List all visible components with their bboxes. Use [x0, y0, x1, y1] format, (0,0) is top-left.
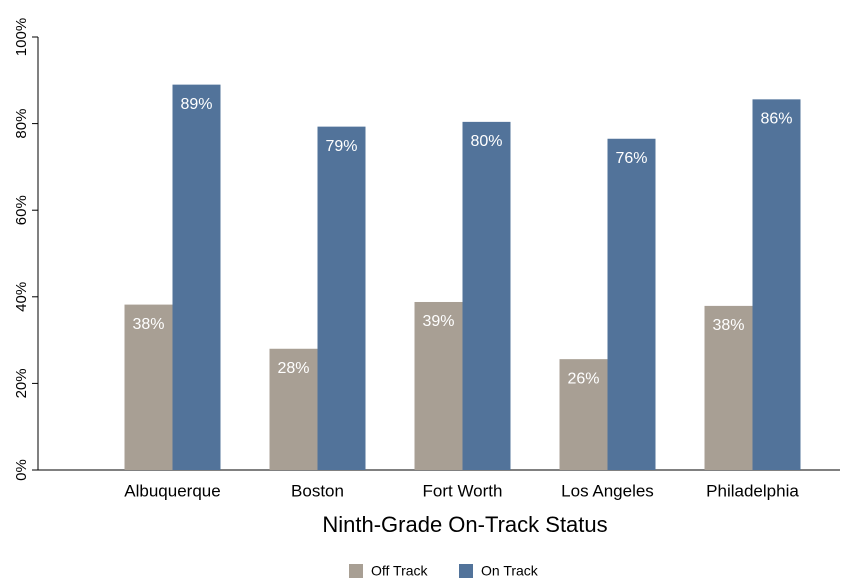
bar: [559, 359, 608, 470]
value-label: 76%: [615, 150, 647, 167]
bar: [172, 84, 221, 470]
y-tick-label: 0%: [13, 459, 30, 481]
bar: [607, 138, 656, 470]
y-tick-label: 80%: [13, 109, 30, 139]
x-tick-label: Philadelphia: [706, 481, 799, 500]
x-tick-label: Fort Worth: [423, 481, 503, 500]
y-tick-label: 60%: [13, 195, 30, 225]
legend-swatch: [459, 564, 473, 578]
value-label: 39%: [422, 313, 454, 330]
value-label: 79%: [325, 138, 357, 155]
x-tick-label: Albuquerque: [124, 481, 220, 500]
value-label: 28%: [277, 360, 309, 377]
y-tick-label: 100%: [13, 18, 30, 56]
bar: [752, 99, 801, 471]
y-tick-label: 20%: [13, 368, 30, 398]
value-label: 86%: [760, 111, 792, 128]
bar: [462, 121, 511, 471]
bar: [124, 304, 173, 470]
x-tick-label: Boston: [291, 481, 344, 500]
legend-label: Off Track: [371, 563, 429, 579]
value-label: 26%: [567, 370, 599, 387]
x-tick-label: Los Angeles: [561, 481, 654, 500]
legend-label: On Track: [481, 563, 539, 579]
bar: [269, 348, 318, 470]
bar: [704, 305, 753, 470]
legend-swatch: [349, 564, 363, 578]
value-label: 89%: [180, 96, 212, 113]
y-tick-label: 40%: [13, 282, 30, 312]
bar: [414, 301, 463, 470]
value-label: 38%: [712, 317, 744, 334]
value-label: 80%: [470, 133, 502, 150]
bar: [317, 126, 366, 471]
value-label: 38%: [132, 316, 164, 333]
x-axis-title: Ninth-Grade On-Track Status: [322, 512, 607, 537]
